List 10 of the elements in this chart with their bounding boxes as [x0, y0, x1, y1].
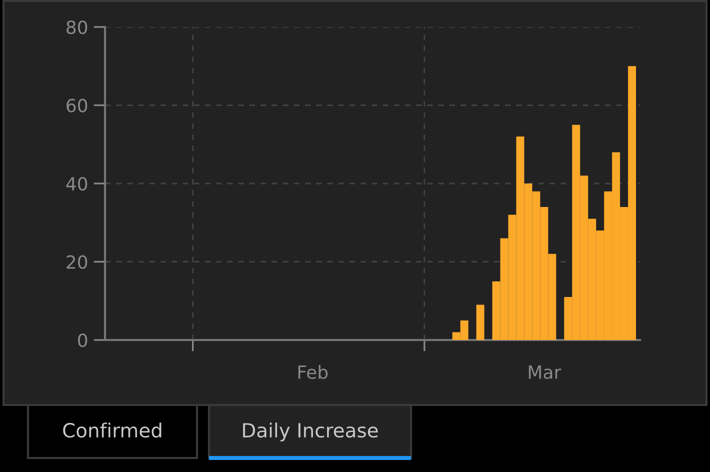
y-tick-label: 40: [66, 176, 88, 191]
text: Daily Increase: [243, 422, 378, 442]
x-tick-label: Mar: [528, 366, 562, 379]
bar: [476, 304, 484, 340]
y-tick-label: 60: [66, 98, 88, 112]
text: Confirmed: [63, 422, 162, 438]
y-tick-label: 0: [78, 333, 88, 348]
y-tick-label: 80: [66, 20, 88, 34]
x-tick-label: Feb: [298, 365, 328, 379]
y-tick-label: 20: [66, 255, 88, 269]
